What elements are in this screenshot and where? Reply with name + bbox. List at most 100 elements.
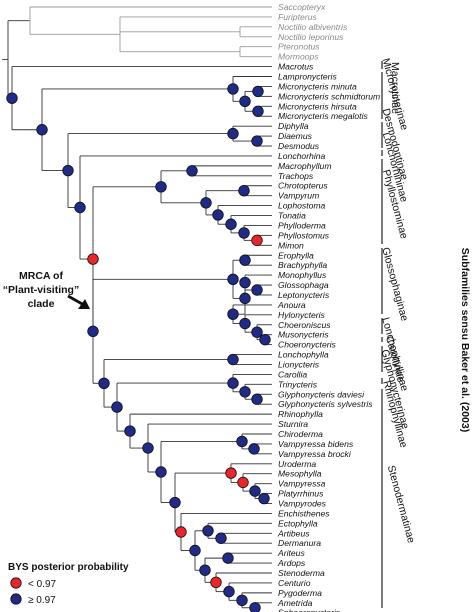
node-support-high	[74, 201, 86, 214]
taxon-label: Macrophyllum	[278, 161, 332, 171]
node-support-high	[239, 254, 251, 266]
node-support-low	[210, 576, 222, 589]
mrca-label-line1: MRCA of	[19, 270, 63, 282]
node-support-high	[225, 218, 237, 230]
legend-high-label: ≥ 0.97	[28, 595, 56, 606]
node-support-high	[199, 564, 211, 576]
node-support-high	[236, 594, 248, 607]
subfamily-macrotinae: Macrotinae	[389, 62, 401, 114]
taxon-label: Choeroniscus	[278, 320, 331, 330]
taxon-label: Sturnira	[278, 419, 308, 429]
node-support-high	[227, 377, 239, 389]
vertical-title: Subfamilies sensu Baker et al. (2003)	[459, 248, 471, 432]
taxon-label: Lonchorhina	[278, 151, 326, 161]
legend-high-support-marker	[10, 593, 22, 605]
taxon-label: Glossophaga	[278, 280, 329, 290]
taxon-label: Chiroderma	[278, 429, 323, 439]
taxon-label: Erophylla	[278, 250, 314, 260]
taxon-label: Anoura	[277, 300, 306, 310]
taxon-label: Glyphonycteris daviesi	[278, 389, 365, 399]
node-support-high	[238, 227, 250, 239]
node-support-low	[225, 467, 237, 479]
node-support-high	[200, 197, 212, 209]
node-support-high	[238, 185, 250, 197]
taxon-label: Centurio	[278, 578, 311, 588]
node-support-high	[236, 435, 248, 448]
taxon-label: Hylonycteris	[278, 310, 326, 320]
taxon-label: Dermanura	[278, 538, 321, 548]
taxon-label: Desmodus	[278, 141, 320, 151]
node-support-high	[222, 552, 234, 564]
node-support-low	[175, 526, 187, 538]
taxon-label: Ardops	[277, 558, 306, 568]
node-support-high	[186, 165, 198, 177]
taxon-label: Pteronotus	[278, 42, 320, 52]
taxon-label: Micronycteris schmidtorum	[278, 91, 380, 101]
taxon-label: Sphaeronycteris	[278, 608, 341, 612]
subfamily-glossophaginae: Glossophaginae	[379, 246, 410, 323]
taxon-label: Vampyrum	[278, 191, 319, 201]
node-support-high	[212, 209, 224, 221]
node-support-high	[239, 292, 251, 305]
node-support-high	[223, 585, 235, 598]
node-support-low	[251, 234, 263, 247]
node-support-high	[239, 95, 251, 108]
taxon-label: Vampyressa	[278, 479, 326, 489]
legend-low-label: < 0.97	[28, 579, 57, 590]
node-support-low	[237, 476, 249, 489]
node-support-high	[202, 525, 214, 537]
taxon-label: Artibeus	[277, 528, 310, 538]
node-support-high	[124, 425, 136, 437]
node-support-low	[87, 253, 99, 265]
taxon-label: Glyphonycteris sylvestris	[278, 399, 373, 409]
legend-title: BYS posterior probability	[8, 562, 129, 573]
taxon-label: Diphylla	[278, 121, 309, 131]
node-support-high	[248, 443, 260, 455]
taxon-label: Chrotopterus	[278, 181, 328, 191]
taxon-label: Noctilio albiventris	[278, 22, 348, 32]
node-support-high	[227, 273, 239, 285]
node-support-high	[258, 492, 270, 505]
node-support-high	[227, 127, 239, 140]
mrca-arrow-icon	[67, 294, 90, 309]
taxon-label: Carollia	[278, 369, 307, 379]
taxon-label: Macrotus	[278, 62, 314, 72]
taxon-label: Ametrida	[277, 598, 313, 608]
taxon-label: Trinycteris	[278, 379, 318, 389]
node-support-high	[142, 442, 154, 454]
node-support-high	[249, 485, 261, 497]
node-support-high	[155, 181, 167, 193]
node-support-high	[251, 326, 263, 338]
taxon-label: Micronycteris minuta	[278, 81, 357, 91]
taxon-label: Ariteus	[277, 548, 305, 558]
node-support-high	[155, 466, 167, 478]
node-support-high	[251, 393, 263, 405]
node-support-high	[251, 284, 263, 296]
taxon-label: Mimon	[278, 240, 304, 250]
node-support-high	[227, 83, 239, 95]
taxon-label: Platyrrhinus	[278, 489, 324, 499]
legend: BYS posterior probability < 0.97 ≥ 0.97	[8, 562, 129, 606]
taxon-label: Leptonycteris	[278, 290, 330, 300]
taxon-label: Saccopteryx	[278, 2, 326, 12]
subfamily-stenodermatinae: Stenodermatinae	[385, 464, 417, 545]
taxon-label: Micronycteris hirsuta	[278, 101, 357, 111]
node-support-high	[111, 401, 123, 413]
legend-low-support-marker	[10, 577, 22, 589]
node-support-high	[252, 105, 264, 117]
taxon-label: Mormoops	[278, 52, 319, 62]
node-support-high	[227, 308, 239, 320]
taxon-label: Noctilio leporinus	[278, 32, 344, 42]
taxon-label: Vampyrodes	[278, 499, 327, 509]
taxon-label: Uroderma	[278, 459, 316, 469]
node-support-high	[239, 317, 251, 330]
taxon-label: Enchisthenes	[278, 508, 330, 518]
taxon-label: Rhinophylla	[278, 409, 323, 419]
taxon-label: Diaemus	[278, 131, 313, 141]
node-support-high	[259, 333, 271, 346]
node-support-high	[98, 377, 110, 390]
taxon-label: Vampyressa bidens	[278, 439, 354, 449]
node-support-high	[227, 353, 239, 366]
taxon-label: Brachyphylla	[278, 260, 327, 270]
